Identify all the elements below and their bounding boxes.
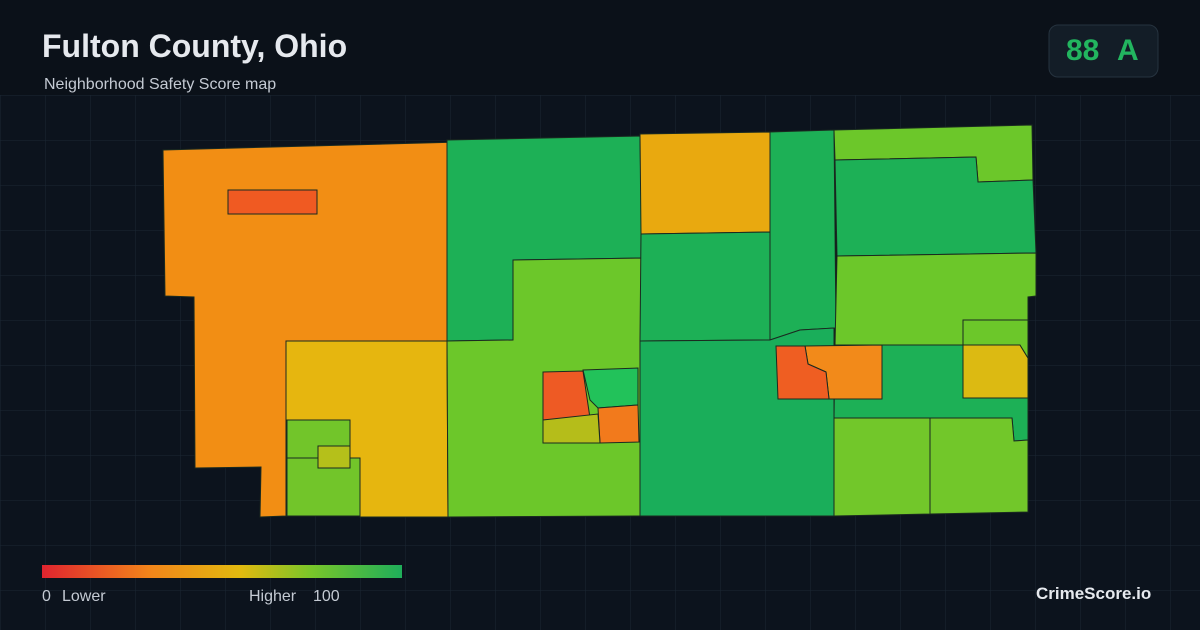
county-map — [162, 124, 1037, 518]
legend-max-label: Higher — [249, 588, 297, 605]
title: Fulton County, Ohio — [42, 28, 348, 64]
region — [769, 129, 837, 341]
badge-box — [1048, 24, 1159, 78]
region — [639, 231, 773, 342]
region — [639, 131, 773, 235]
region — [542, 370, 591, 421]
header-band — [0, 0, 1200, 95]
region — [929, 417, 1029, 515]
region — [775, 345, 830, 400]
region — [227, 189, 318, 215]
subtitle: Neighborhood Safety Score map — [44, 76, 277, 93]
region — [962, 319, 1029, 360]
legend-gradient — [42, 565, 402, 578]
region — [317, 445, 351, 469]
region — [597, 404, 640, 444]
legend-min-label: Lower — [62, 588, 106, 605]
region — [833, 417, 931, 517]
legend-min: 0 — [42, 588, 51, 605]
legend-max: 100 — [313, 588, 340, 605]
region — [542, 413, 601, 444]
grade: A — [1117, 34, 1139, 67]
region — [962, 344, 1029, 399]
brand: CrimeScore.io — [1036, 584, 1152, 603]
score: 88 — [1066, 34, 1100, 67]
